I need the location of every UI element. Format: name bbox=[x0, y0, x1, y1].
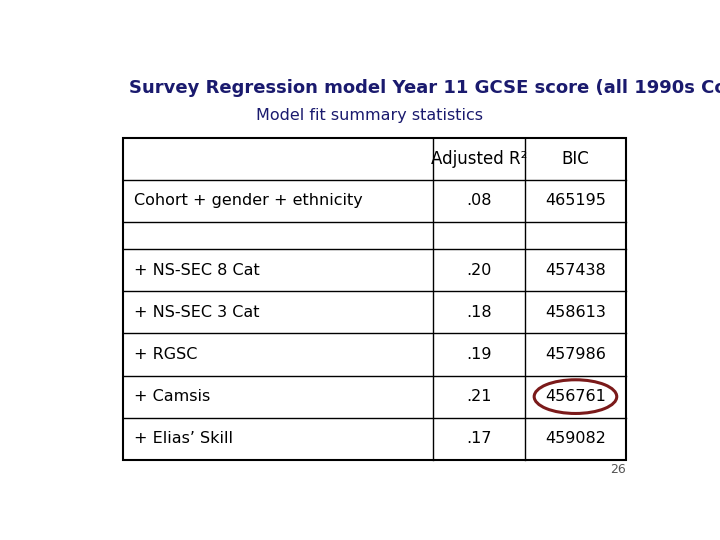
Text: + Elias’ Skill: + Elias’ Skill bbox=[133, 431, 233, 446]
Text: Adjusted R²: Adjusted R² bbox=[431, 150, 527, 167]
Text: 459082: 459082 bbox=[545, 431, 606, 446]
Bar bbox=[124, 138, 626, 460]
Text: .21: .21 bbox=[467, 389, 492, 404]
Text: .19: .19 bbox=[467, 347, 492, 362]
Text: 458613: 458613 bbox=[545, 305, 606, 320]
Text: 465195: 465195 bbox=[545, 193, 606, 208]
Text: + NS-SEC 3 Cat: + NS-SEC 3 Cat bbox=[133, 305, 259, 320]
Text: 26: 26 bbox=[610, 463, 626, 476]
Text: + Camsis: + Camsis bbox=[133, 389, 210, 404]
Text: + RGSC: + RGSC bbox=[133, 347, 197, 362]
Text: + NS-SEC 8 Cat: + NS-SEC 8 Cat bbox=[133, 263, 259, 278]
Text: BIC: BIC bbox=[562, 150, 590, 167]
Text: Survey Regression model Year 11 GCSE score (all 1990s Cohorts): Survey Regression model Year 11 GCSE sco… bbox=[129, 79, 720, 97]
Text: .18: .18 bbox=[467, 305, 492, 320]
Text: 457986: 457986 bbox=[545, 347, 606, 362]
Text: .20: .20 bbox=[467, 263, 492, 278]
Text: Model fit summary statistics: Model fit summary statistics bbox=[256, 109, 482, 124]
Text: .08: .08 bbox=[467, 193, 492, 208]
Text: 457438: 457438 bbox=[545, 263, 606, 278]
Text: Cohort + gender + ethnicity: Cohort + gender + ethnicity bbox=[133, 193, 362, 208]
Text: .17: .17 bbox=[467, 431, 492, 446]
Text: 456761: 456761 bbox=[545, 389, 606, 404]
